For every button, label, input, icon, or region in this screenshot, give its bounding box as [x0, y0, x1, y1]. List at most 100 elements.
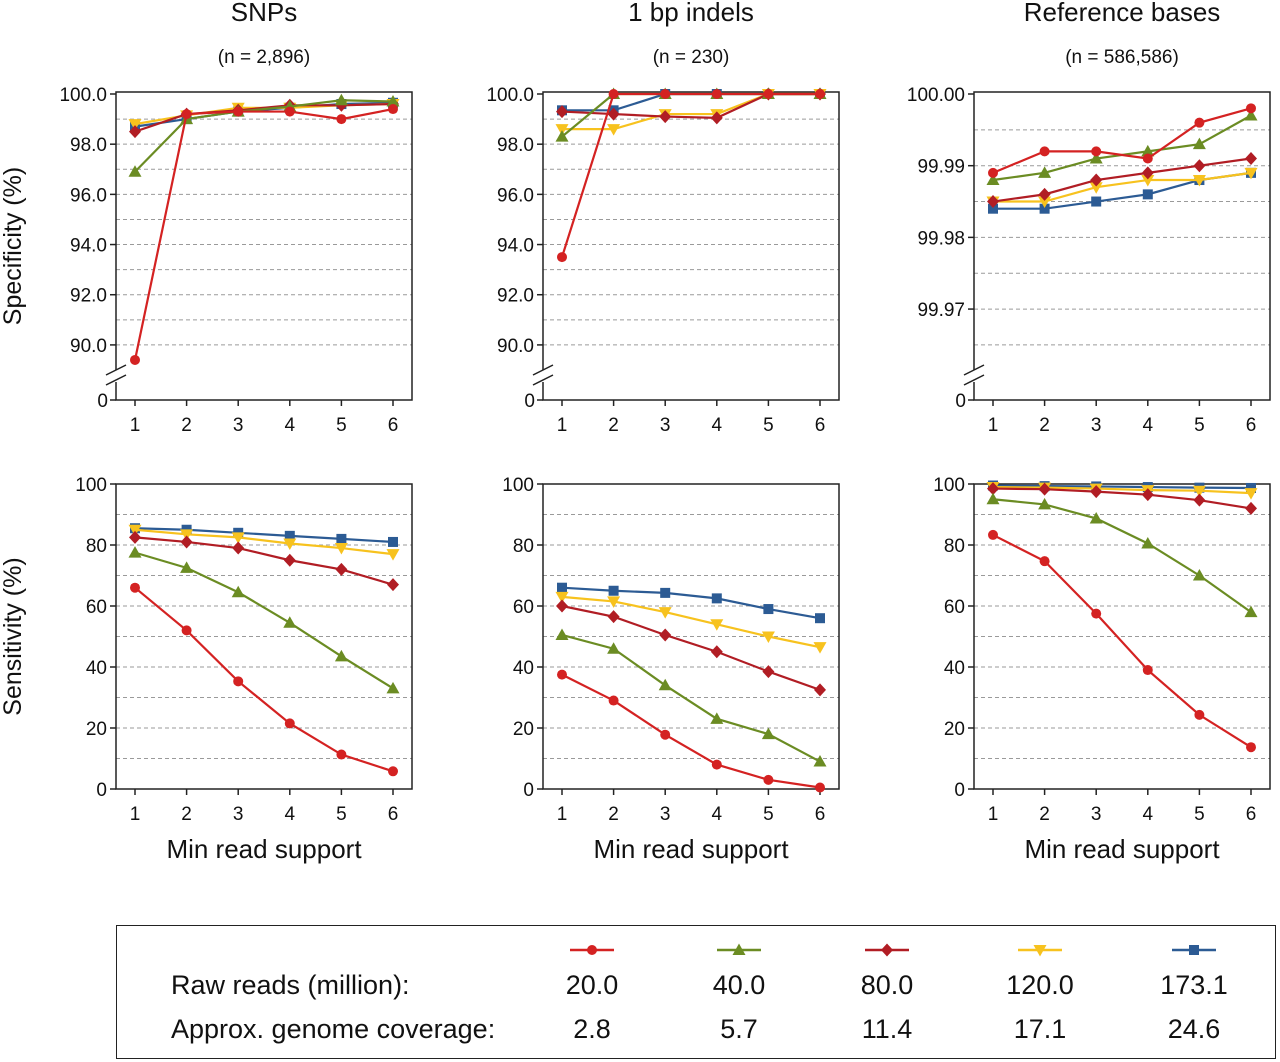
legend-marker-4 — [1189, 945, 1199, 955]
data-point — [334, 543, 348, 555]
data-point — [608, 89, 619, 99]
series-20.0 — [130, 104, 398, 365]
legend-marker-3 — [1033, 945, 1047, 957]
x-tick-label: 6 — [815, 415, 826, 436]
data-point — [557, 582, 567, 593]
series-line — [561, 633, 821, 763]
data-point — [555, 628, 569, 640]
data-point — [555, 124, 569, 136]
y-tick-label-zero: 0 — [97, 391, 108, 412]
series-40.0 — [986, 109, 1258, 186]
data-point — [1246, 482, 1256, 493]
x-tick-label: 5 — [1194, 415, 1205, 436]
y-tick-label: 60 — [86, 597, 107, 618]
y-axis-label: Specificity (%) — [0, 167, 27, 325]
series-line — [561, 92, 820, 138]
y-tick-label: 98.0 — [70, 135, 107, 156]
data-point — [335, 562, 348, 576]
series-line — [134, 527, 394, 544]
legend-raw-40: 40.0 — [712, 970, 766, 1000]
plot-frame — [973, 91, 1271, 401]
series-line — [993, 171, 1252, 203]
series-line — [992, 484, 1252, 490]
data-point — [284, 106, 295, 117]
legend-coverage-24-6: 24.6 — [1167, 1014, 1221, 1044]
charts-canvas: 0 100.0 98.0 96.0 94.0 92.0 90.0 1 2 3 4 5 6 SNPs (n =… — [0, 0, 1271, 864]
plot-frame — [542, 483, 840, 790]
axis-break-mark — [532, 374, 554, 386]
legend-marker — [587, 945, 597, 955]
x-tick-label: 2 — [608, 415, 619, 436]
data-point — [283, 538, 297, 550]
data-point — [1245, 501, 1257, 515]
series-line — [992, 485, 1252, 495]
y-tick-label: 40 — [513, 658, 534, 679]
y-tick-label: 96.0 — [70, 185, 107, 206]
x-tick-label: 5 — [763, 415, 774, 436]
data-point — [1246, 742, 1256, 753]
y-tick-label: 100.0 — [59, 85, 107, 106]
data-point — [1194, 117, 1205, 128]
data-point — [283, 616, 297, 628]
x-tick-label: 6 — [815, 804, 826, 825]
y-tick-label: 60 — [944, 597, 965, 618]
panel-3: 0 100.00 99.99 99.98 99.97 1 2 3 4 5 6 Reference ba… — [907, 0, 1271, 436]
series-line — [992, 498, 1252, 613]
data-point — [658, 607, 672, 619]
x-tick-label: 3 — [660, 415, 671, 436]
data-point — [1193, 493, 1206, 507]
data-point — [988, 167, 998, 178]
x-tick-label: 1 — [988, 415, 999, 436]
x-tick-label: 3 — [1091, 415, 1102, 436]
data-point — [1039, 556, 1050, 567]
data-point — [1089, 511, 1103, 524]
y-tick-label: 20 — [944, 719, 965, 740]
legend-marker — [1033, 945, 1047, 957]
data-point — [129, 530, 141, 544]
legend-row1-label: Raw reads (million): — [171, 970, 410, 1000]
data-point — [128, 165, 142, 177]
series-173.1 — [130, 523, 398, 547]
data-point — [815, 782, 825, 793]
data-point — [387, 578, 399, 592]
data-point — [607, 596, 621, 608]
series-line — [562, 92, 820, 131]
data-point — [1244, 109, 1258, 121]
data-point — [233, 676, 244, 687]
data-point — [710, 619, 724, 631]
legend-coverage-17-1: 17.1 — [1013, 1014, 1067, 1044]
series-line — [134, 99, 394, 173]
axis-break-mark — [105, 364, 127, 376]
data-point — [555, 130, 569, 142]
panel-4: 100 80 60 40 20 0 1 2 3 4 5 6 Sensitivity (%) Min rea… — [0, 475, 413, 864]
data-point — [336, 114, 347, 125]
data-point — [608, 695, 619, 706]
data-point — [1244, 488, 1258, 500]
panel-6: 100 80 60 40 20 0 1 2 3 4 5 6 Min read support — [933, 475, 1271, 864]
x-tick-label: 6 — [388, 415, 399, 436]
data-point — [1192, 569, 1206, 581]
x-tick-label: 3 — [233, 415, 244, 436]
x-tick-label: 1 — [557, 415, 568, 436]
y-tick-label: 100.0 — [486, 85, 534, 106]
data-point — [1245, 152, 1257, 166]
data-point — [283, 553, 296, 567]
series-line — [134, 586, 394, 773]
plot-frame — [115, 91, 413, 401]
series-120.0 — [128, 524, 400, 561]
axis-break-mark — [105, 374, 127, 386]
series-120.0 — [986, 167, 1258, 209]
x-tick-label: 1 — [988, 804, 999, 825]
data-point — [130, 582, 140, 593]
data-point — [607, 642, 621, 654]
data-point — [1192, 137, 1206, 150]
x-tick-label: 5 — [336, 804, 347, 825]
series-line — [992, 533, 1252, 749]
x-tick-label: 2 — [1039, 415, 1050, 436]
series-40.0 — [986, 492, 1258, 618]
data-point — [388, 766, 398, 777]
x-tick-label: 4 — [1143, 804, 1154, 825]
data-point — [1038, 482, 1051, 496]
data-point — [1142, 153, 1153, 164]
data-point — [130, 354, 140, 365]
